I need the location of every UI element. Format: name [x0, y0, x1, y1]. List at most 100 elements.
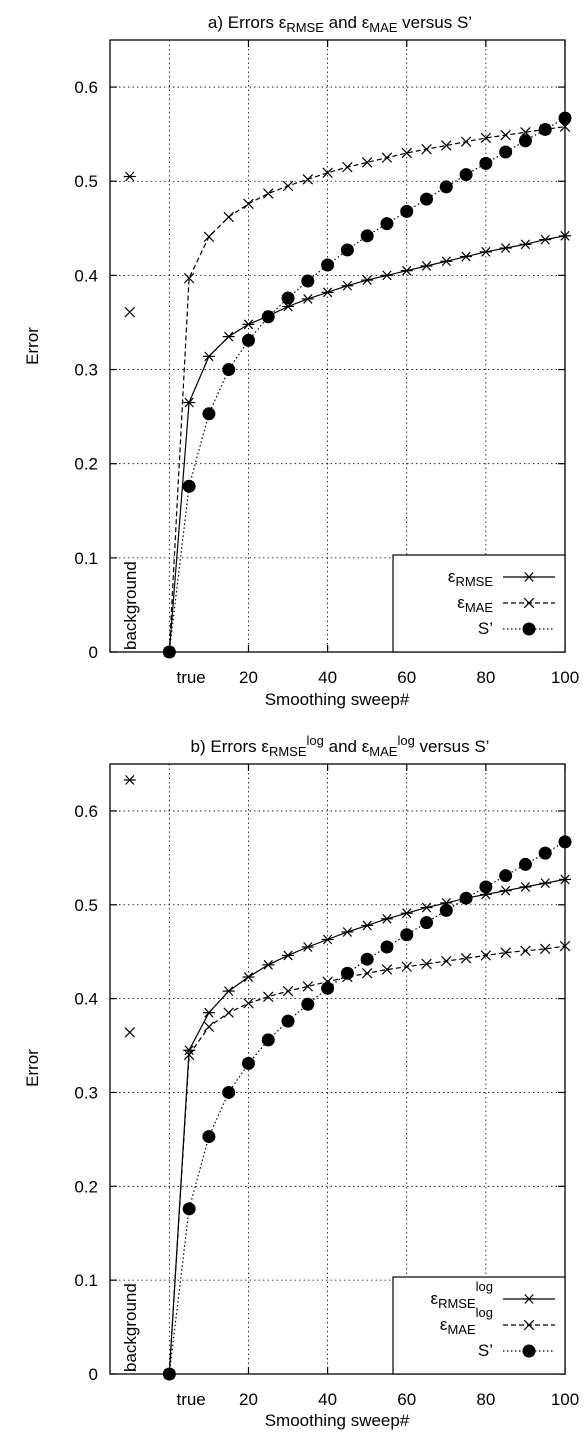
- legend-label-rmse: εRMSElog: [430, 1279, 493, 1311]
- data-point: [420, 916, 434, 930]
- data-point: [499, 885, 512, 896]
- data-point: [361, 157, 373, 168]
- data-point: [420, 902, 433, 913]
- data-point: [202, 1007, 215, 1018]
- data-point: [222, 363, 236, 377]
- legend-label-mae: εMAElog: [440, 1305, 493, 1337]
- y-tick-label: 0.3: [74, 361, 98, 380]
- x-tick-label: 40: [318, 1390, 337, 1409]
- data-point: [321, 258, 335, 272]
- data-point: [301, 294, 314, 304]
- data-point: [421, 958, 432, 970]
- data-point: [558, 111, 572, 125]
- data-point: [182, 479, 196, 493]
- data-point: [479, 880, 493, 894]
- data-point: [182, 1202, 196, 1216]
- y-tick-label: 0.6: [74, 802, 98, 821]
- y-tick-label: 0.2: [74, 455, 98, 474]
- data-point: [460, 953, 472, 964]
- y-tick-label: 0.4: [74, 990, 98, 1009]
- x-tick-label: 60: [397, 668, 416, 687]
- legend-label-mae: εMAE: [457, 593, 493, 615]
- data-point: [559, 940, 571, 952]
- series-line-mae: [168, 126, 566, 653]
- data-point: [241, 1056, 255, 1070]
- background-point-rmse: [123, 775, 136, 785]
- data-point: [479, 156, 493, 170]
- y-axis-label: Error: [23, 327, 42, 365]
- y-tick-label: 0.1: [74, 1271, 98, 1290]
- data-point: [460, 136, 472, 147]
- x-tick-label-background: background: [121, 1283, 140, 1372]
- background-point-rmse: [123, 171, 136, 182]
- data-point: [183, 272, 195, 284]
- data-point: [342, 161, 353, 173]
- data-point: [459, 168, 473, 182]
- data-point: [380, 270, 393, 281]
- plot-frame: [109, 39, 566, 653]
- data-point: [301, 942, 314, 952]
- data-point: [480, 950, 492, 961]
- data-point: [518, 857, 532, 871]
- legend-label-rmse: εRMSE: [448, 567, 493, 589]
- data-point: [499, 869, 513, 883]
- data-point: [360, 229, 374, 243]
- data-point: [282, 950, 295, 961]
- data-point: [400, 204, 414, 218]
- data-point: [539, 878, 552, 889]
- data-point: [420, 192, 434, 206]
- data-point: [559, 230, 571, 241]
- y-tick-label: 0.5: [74, 172, 98, 191]
- series-rmse: [163, 230, 571, 657]
- data-point: [262, 959, 275, 970]
- chart-title: a) Errors εRMSE and εMAE versus S’: [208, 13, 472, 35]
- data-point: [222, 331, 235, 342]
- data-point: [183, 397, 196, 408]
- x-tick-label: 80: [476, 1390, 495, 1409]
- y-tick-label: 0.2: [74, 1177, 98, 1196]
- y-tick-label: 0.3: [74, 1083, 98, 1102]
- background-point-mae: [124, 306, 136, 318]
- data-point: [480, 132, 492, 144]
- data-point: [401, 147, 412, 159]
- legend: εRMSE εMAE S’: [392, 554, 566, 653]
- legend-marker-s: [522, 1344, 536, 1358]
- x-tick-label: 100: [551, 668, 579, 687]
- data-point: [441, 140, 452, 151]
- data-point: [499, 243, 512, 253]
- y-tick-label: 0.1: [74, 549, 98, 568]
- data-point: [518, 134, 532, 148]
- data-point: [302, 174, 314, 185]
- data-point: [400, 265, 413, 276]
- chart-panel-b: b) Errors εRMSElog and εMAElog versus S’…: [23, 733, 579, 1430]
- x-tick-label-true: true: [176, 1390, 205, 1409]
- data-point: [223, 1007, 234, 1018]
- data-point: [361, 275, 374, 286]
- legend-label-s: S’: [478, 619, 493, 638]
- data-point: [559, 874, 571, 885]
- data-point: [241, 333, 255, 347]
- data-point: [340, 243, 354, 257]
- data-point: [539, 943, 551, 955]
- x-axis-label: Smoothing sweep#: [265, 1411, 410, 1430]
- data-point: [400, 908, 413, 919]
- series-line-s: [168, 841, 566, 1375]
- background-point-mae: [124, 1027, 136, 1038]
- data-point: [479, 246, 492, 257]
- data-point: [281, 291, 295, 305]
- data-point: [361, 968, 373, 979]
- x-axis-label: Smoothing sweep#: [265, 690, 410, 709]
- data-point: [459, 891, 473, 905]
- data-point: [302, 981, 314, 992]
- data-point: [440, 256, 453, 267]
- y-tick-label: 0.6: [74, 78, 98, 97]
- data-point: [261, 310, 275, 324]
- data-point: [321, 934, 334, 945]
- data-point: [400, 928, 414, 942]
- data-point: [162, 645, 176, 659]
- data-point: [381, 152, 393, 163]
- data-point: [460, 251, 473, 262]
- data-point: [243, 998, 254, 1009]
- data-point: [222, 1085, 236, 1099]
